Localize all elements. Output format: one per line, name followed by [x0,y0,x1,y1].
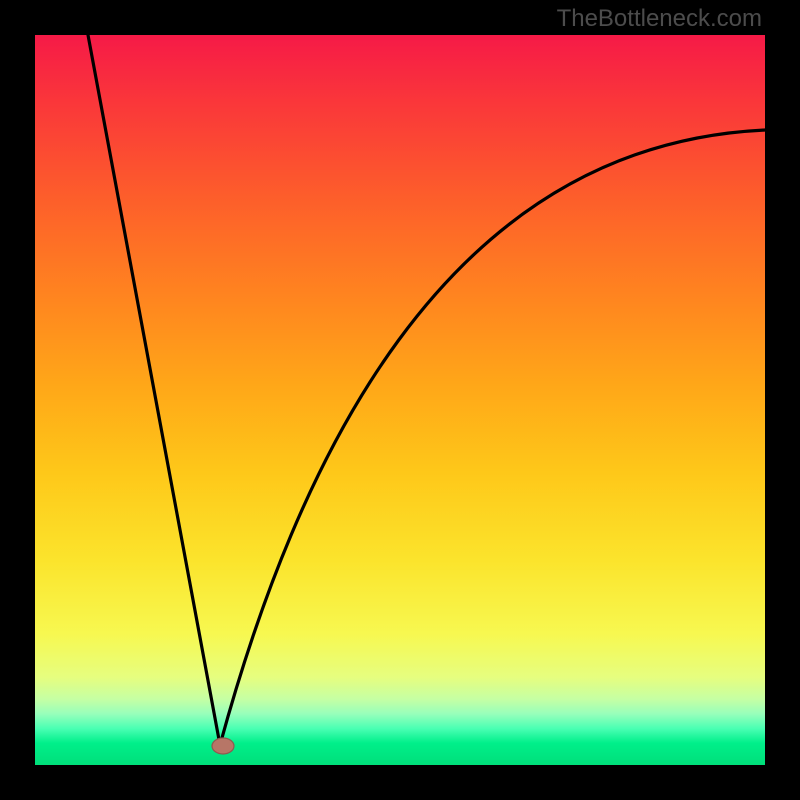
valley-marker [212,738,234,754]
canvas: TheBottleneck.com [0,0,800,800]
curve-layer [0,0,800,800]
brand-watermark: TheBottleneck.com [557,5,762,33]
bottleneck-curve [88,35,765,745]
